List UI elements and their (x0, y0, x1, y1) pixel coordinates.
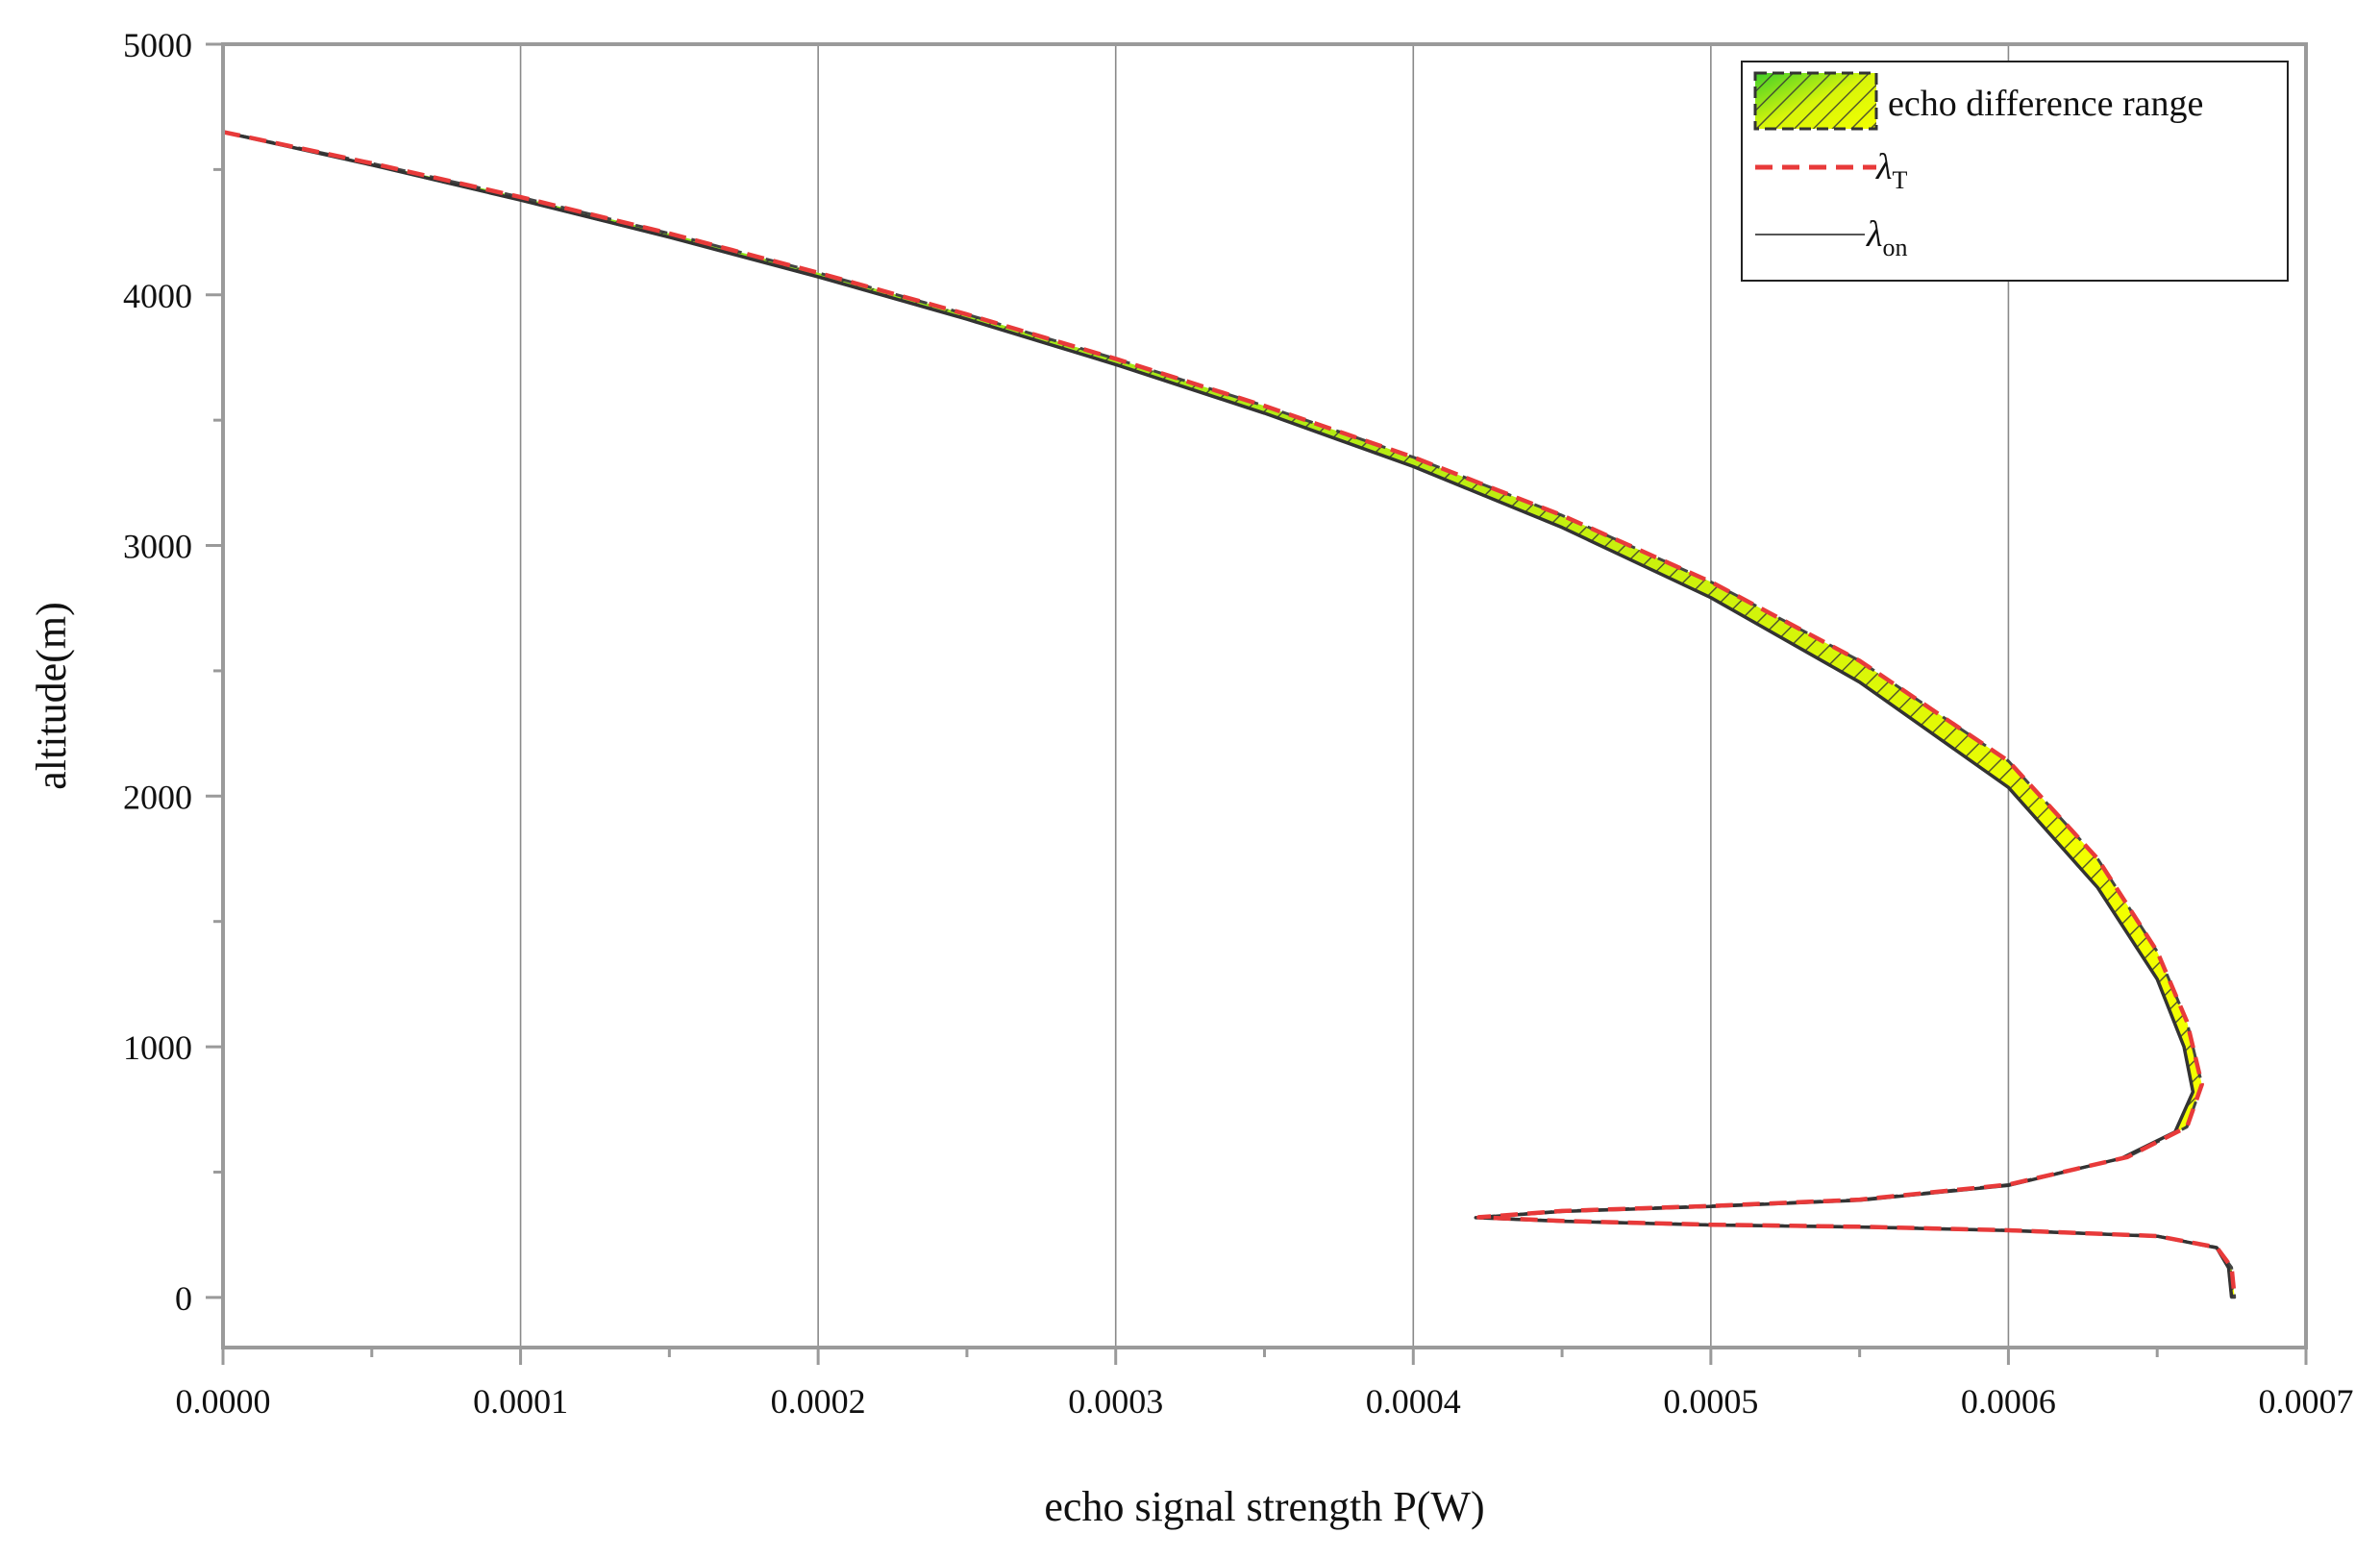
legend-lambda-t-symbol: λ (1875, 147, 1892, 187)
legend-lambda-on-subscript: on (1882, 234, 1907, 261)
plot-area (223, 130, 2237, 1299)
legend-label-band: echo difference range (1888, 84, 2203, 124)
legend-swatch-band (1753, 71, 1878, 131)
x-tick-label-0.0004: 0.0004 (1366, 1382, 1461, 1421)
y-axis: 0 1000 2000 3000 4000 5000 (123, 26, 223, 1318)
legend-box (1741, 61, 2289, 282)
x-tick-label-0.0000: 0.0000 (176, 1382, 271, 1421)
legend-label-lambda-t: λT (1875, 147, 1907, 194)
x-axis: 0.0000 0.0001 0.0002 0.0003 0.0004 0.0005 0.00… (176, 1348, 2354, 1421)
y-tick-label-0: 0 (175, 1279, 192, 1318)
y-axis-title: altitude(m) (28, 602, 75, 790)
y-tick-label-5000: 5000 (123, 26, 192, 64)
y-tick-label-4000: 4000 (123, 277, 192, 315)
legend-lambda-on-symbol: λ (1866, 214, 1882, 255)
x-tick-label-0.0003: 0.0003 (1068, 1382, 1163, 1421)
x-tick-label-0.0002: 0.0002 (771, 1382, 866, 1421)
series-line-lambda-on (223, 130, 2234, 1298)
x-axis-title: echo signal strength P(W) (1044, 1483, 1484, 1530)
y-tick-label-2000: 2000 (123, 778, 192, 816)
y-tick-label-1000: 1000 (123, 1028, 192, 1067)
legend: echo difference range λT λon (1741, 61, 2289, 282)
x-tick-label-0.0001: 0.0001 (473, 1382, 568, 1421)
x-tick-label-0.0006: 0.0006 (1961, 1382, 2056, 1421)
legend-lambda-t-subscript: T (1892, 166, 1907, 194)
x-tick-label-0.0005: 0.0005 (1663, 1382, 1758, 1421)
legend-swatch-band-hatch (1755, 73, 1876, 129)
legend-label-lambda-on: λon (1866, 214, 1907, 261)
series-line-lambda-t (223, 130, 2237, 1299)
echo-difference-band-hatch (223, 132, 2235, 1298)
x-tick-label-0.0007: 0.0007 (2259, 1382, 2354, 1421)
y-tick-label-3000: 3000 (123, 528, 192, 566)
